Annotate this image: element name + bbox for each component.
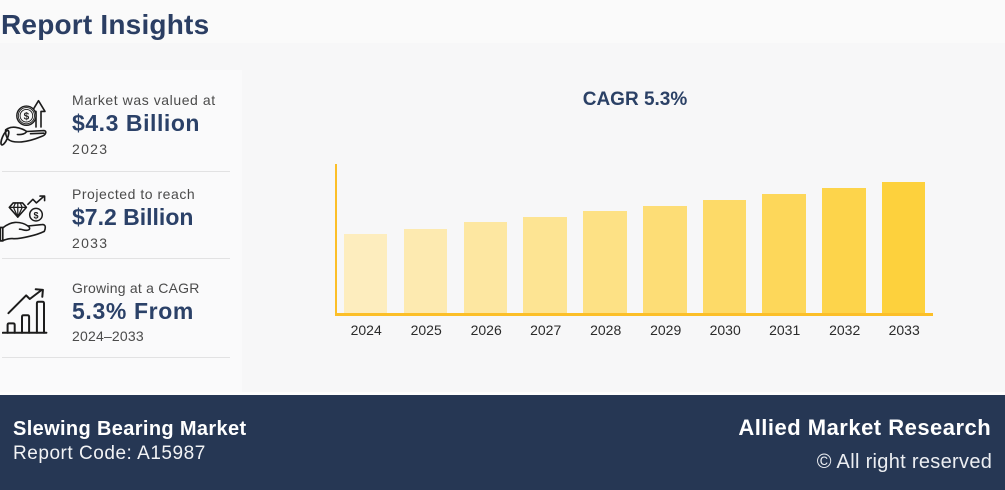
svg-text:$: $ — [24, 111, 30, 122]
svg-text:$: $ — [33, 210, 38, 220]
